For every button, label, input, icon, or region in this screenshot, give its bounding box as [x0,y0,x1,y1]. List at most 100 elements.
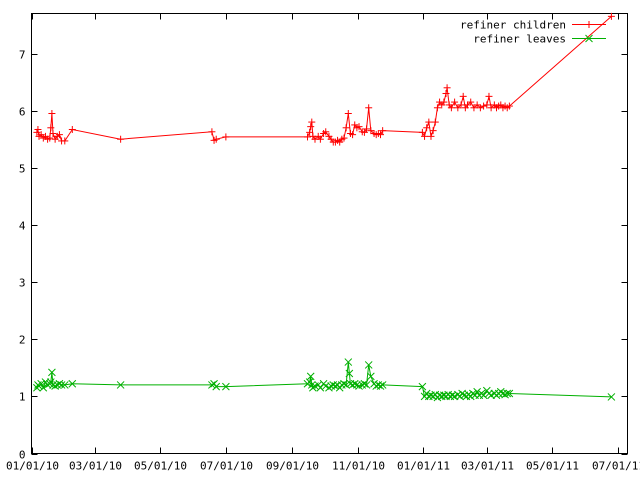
data-point-x [376,382,385,390]
y-tick-label: 3 [19,277,26,290]
data-point-x [342,381,350,389]
data-point-x [479,391,488,400]
data-point-plus [476,104,484,112]
y-tick-label: 2 [19,334,26,347]
data-point-x [378,381,387,389]
data-point-plus [322,128,330,136]
data-point-plus [68,126,76,133]
data-point-plus [470,104,478,112]
data-point-x [51,382,59,390]
data-point-plus [33,128,41,136]
data-point-plus [451,98,459,106]
data-point-x [418,382,427,391]
data-point-x [585,34,593,43]
data-point-x [366,372,375,381]
data-point-x [37,379,46,388]
data-point-plus [61,137,69,145]
data-point-x [222,382,230,391]
data-point-plus [34,126,42,133]
y-tick-label: 7 [19,49,26,62]
data-point-plus [340,134,348,142]
data-point-x [501,390,509,399]
y-tick-label: 1 [19,391,26,404]
x-tick-label: 01/01/10 [6,460,59,473]
data-point-plus [459,92,467,100]
data-point-plus [485,92,493,100]
y-tick-label: 0 [19,449,26,462]
series-line [36,362,612,399]
data-point-x [306,372,315,381]
data-point-plus [442,90,450,97]
data-point-plus [342,124,350,132]
data-point-plus [427,132,435,140]
data-point-x [39,383,48,392]
data-point-x [503,389,512,398]
data-point-plus [46,134,54,142]
data-point-x [505,389,514,398]
y-axis: 0 1 2 3 4 5 6 7 [19,49,628,462]
data-point-x [607,393,616,401]
data-point-x [331,382,340,390]
data-point-plus [303,133,311,141]
data-point-plus [463,101,471,109]
data-point-plus [483,101,491,109]
data-point-plus [212,135,220,143]
series-0 [33,12,615,146]
data-point-plus [316,135,324,143]
data-point-plus [585,21,593,28]
data-point-plus [418,128,426,136]
x-tick-label: 01/01/11 [397,460,450,473]
x-tick-label: 07/01/11 [592,460,640,473]
data-point-plus [47,124,55,132]
plot-frame [31,13,628,454]
data-point-plus [48,110,56,117]
data-point-plus [49,130,57,137]
data-point-plus [306,128,314,136]
data-point-plus [344,110,352,117]
data-point-plus [457,101,465,109]
data-point-x [344,358,353,366]
x-tick-label: 03/01/11 [461,460,514,473]
data-point-x [68,379,77,388]
data-point-plus [423,124,431,132]
data-point-x [473,387,482,396]
data-point-x [350,379,359,388]
data-point-plus [355,123,363,131]
data-point-x [345,369,354,378]
data-point-plus [349,131,357,139]
data-point-plus [505,102,513,110]
data-point-x [116,381,125,389]
data-point-x [316,383,325,392]
data-point-plus [367,127,375,135]
y-tick-label: 5 [19,163,26,176]
data-point-plus [379,127,387,135]
legend-label: refiner children [460,19,566,32]
data-point-plus [433,104,441,112]
series-1 [33,358,616,402]
data-point-x [60,381,69,389]
data-point-plus [454,104,462,112]
data-point-plus [421,132,429,140]
data-point-plus [429,127,437,135]
data-point-plus [307,123,315,131]
data-point-x [212,382,221,391]
data-point-plus [425,118,433,126]
data-point-plus [443,84,451,92]
data-point-plus [431,118,439,126]
data-point-x [362,381,371,389]
legend-label: refiner leaves [473,33,566,46]
data-point-plus [447,104,455,112]
y-tick-label: 6 [19,106,26,119]
data-point-plus [222,133,230,141]
data-point-plus [480,102,488,110]
data-point-plus [308,118,316,126]
x-axis: 01/01/10 03/01/10 05/01/10 07/01/10 09/01/10… [6,13,640,473]
data-point-plus [363,125,371,133]
data-point-plus [377,131,385,139]
data-point-plus [117,135,125,143]
x-tick-label: 03/01/10 [69,460,122,473]
x-tick-label: 11/01/10 [332,460,385,473]
data-point-plus [473,101,481,109]
data-point-plus [607,12,615,20]
